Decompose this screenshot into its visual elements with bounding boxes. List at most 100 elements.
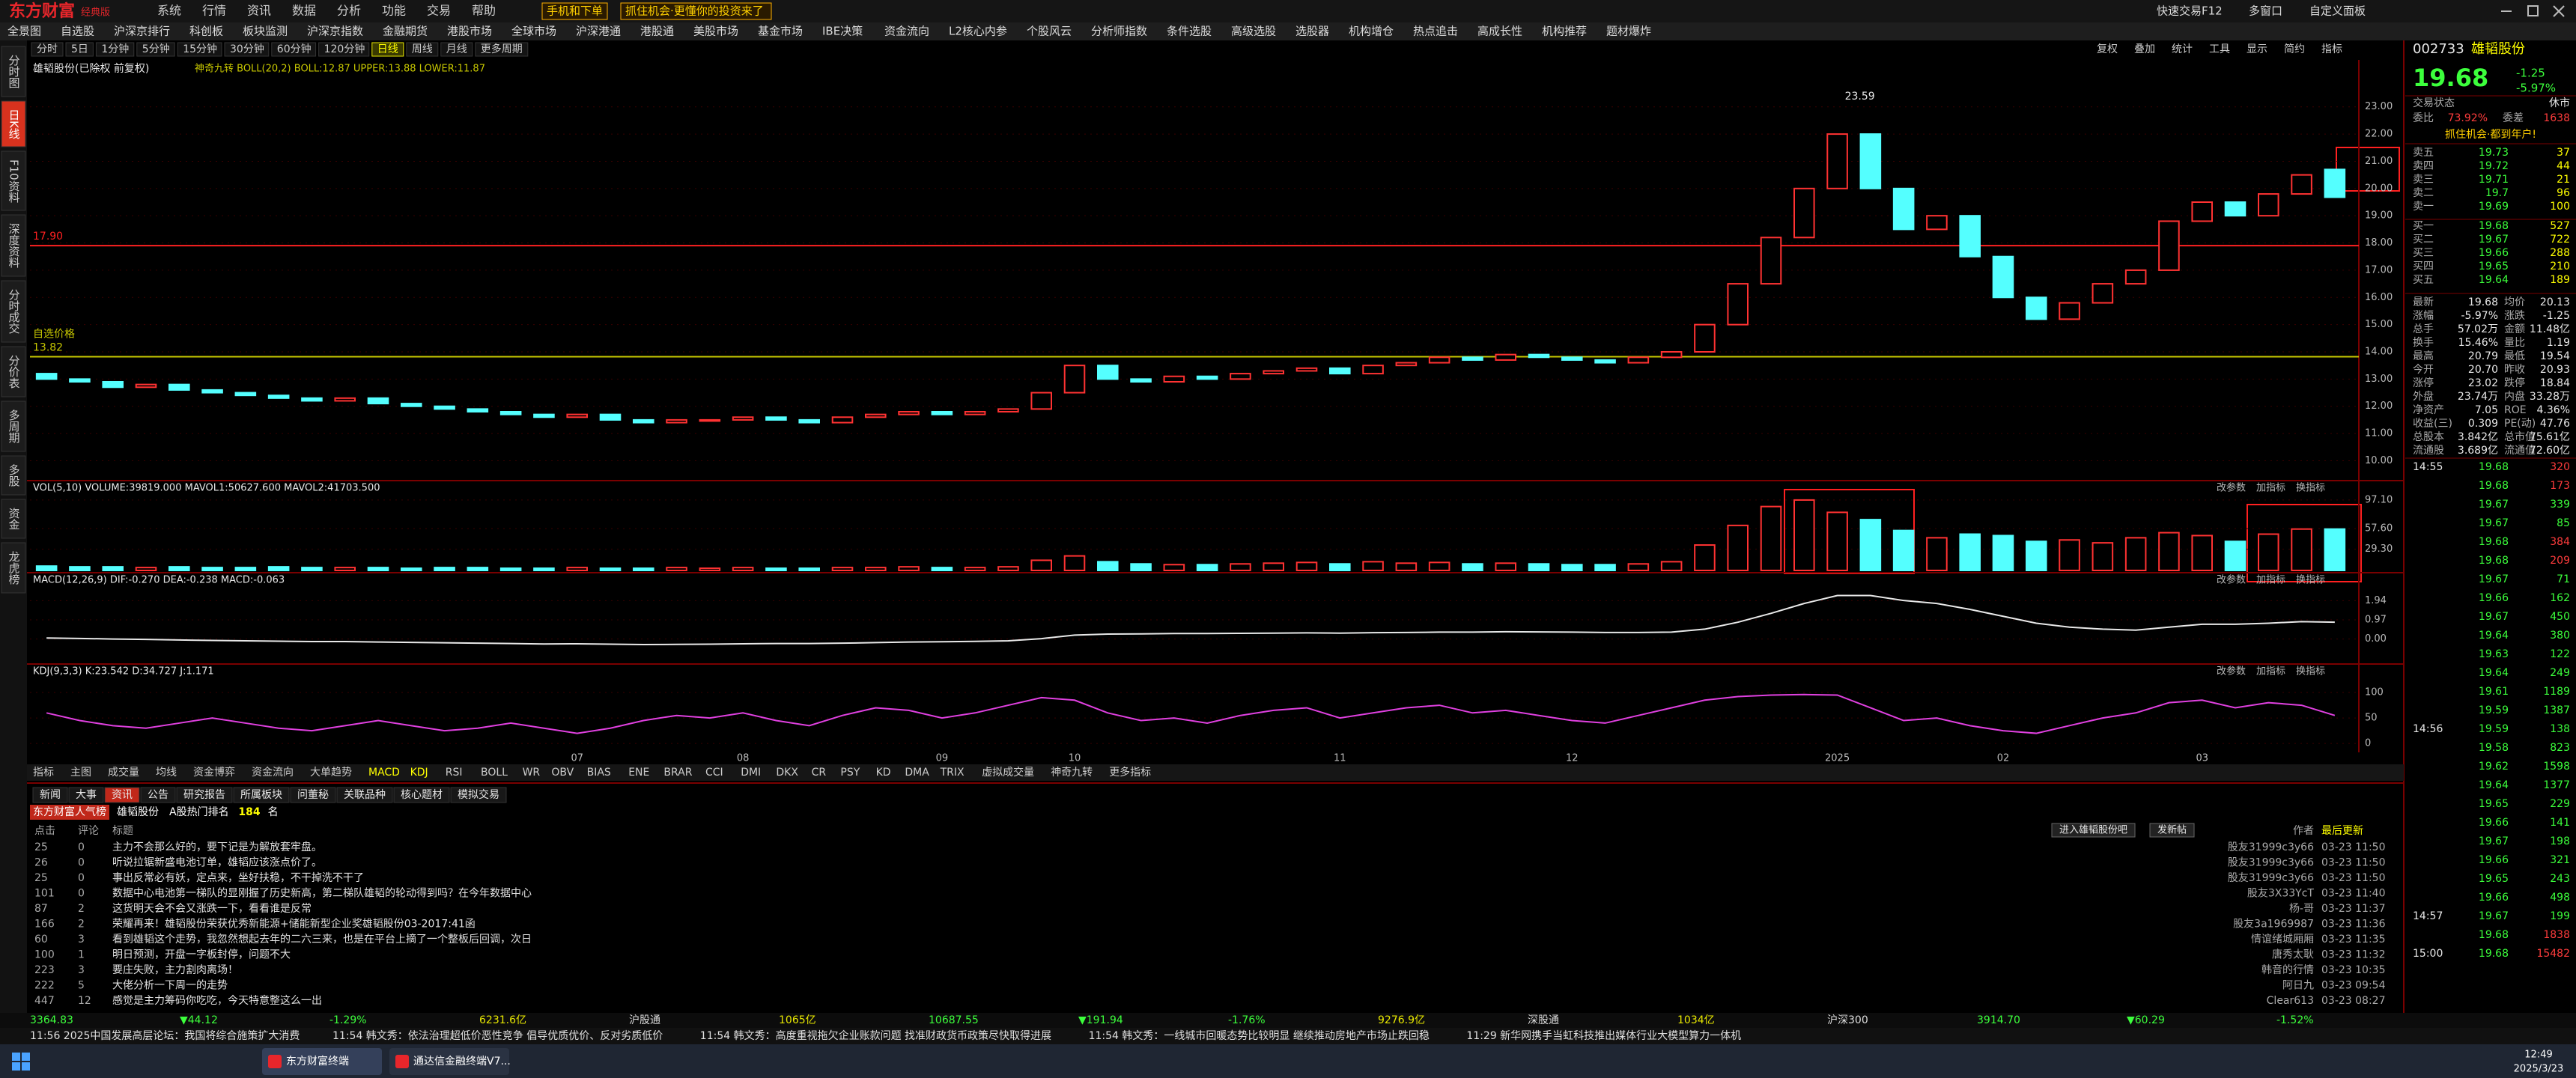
news-title[interactable]: 事出反常必有妖，定点来，坐好扶稳，不干掉洗不干了 [112,872,364,884]
menu-item[interactable]: 帮助 [472,4,496,18]
news-title[interactable]: 要庄失败，主力割肉离场！ [112,963,238,976]
period-label[interactable]: 120分钟 [324,43,365,55]
indicator-tab[interactable]: 虚拟成交量 [982,766,1034,779]
tool-button[interactable]: 显示 [2247,43,2267,55]
period-label[interactable]: 分时 [37,43,58,55]
nav-item[interactable]: 沪深京指数 [307,25,363,38]
sidebar-tab[interactable] [1,346,26,398]
sidebar-tab[interactable] [1,401,26,452]
panel-tool[interactable]: 加指标 [2256,666,2285,677]
nav-item[interactable]: 资金流向 [884,25,929,38]
nav-item[interactable]: L2核心内参 [949,25,1007,38]
news-tab-label[interactable]: 关联品种 [344,789,386,801]
menu-item[interactable]: 数据 [292,4,316,18]
indicator-tab[interactable]: BRAR [663,767,692,779]
sidebar-label[interactable]: 分价表 [7,355,21,389]
promo[interactable]: 抓住机会·更懂你的投资来了 [625,4,764,18]
tool-button[interactable]: 简约 [2284,43,2305,55]
taskbar-app[interactable] [262,1048,382,1075]
sidebar-label[interactable]: 日K线 [7,109,21,139]
top-button[interactable]: 自定义面板 [2309,4,2366,18]
menu-item[interactable]: 功能 [382,4,406,18]
indicator-tab[interactable]: TRIX [940,767,965,779]
indicator-tab[interactable]: DKX [776,767,798,779]
news-tab[interactable] [233,787,290,803]
nav-item[interactable]: 高成长性 [1477,25,1522,38]
indicator-tab[interactable]: BOLL [481,767,508,779]
menu-item[interactable]: 分析 [337,4,361,18]
sidebar-tab[interactable] [1,280,26,343]
period-button[interactable] [31,42,64,57]
news-title[interactable]: 主力不会那么好的，要下记是为解放套牢盘。 [112,841,322,853]
sidebar-label[interactable]: 分时图 [7,55,21,88]
period-button[interactable] [440,42,473,57]
tool-button[interactable]: 叠加 [2134,43,2155,55]
sidebar-tab[interactable] [1,455,26,496]
period-button[interactable] [406,42,439,57]
period-button[interactable] [475,42,529,57]
sidebar-label[interactable]: 分时成交 [7,289,21,334]
news-button[interactable] [2051,823,2136,838]
panel-tool[interactable]: 改参数 [2217,482,2246,494]
period-button[interactable] [318,42,370,57]
nav-item[interactable]: 条件选股 [1167,25,1212,38]
ticker-item[interactable]: 11:56 2025中国发展高层论坛：我国将综合施策扩大消费 [30,1029,300,1042]
indicator-tab[interactable]: 成交量 [108,766,139,779]
ticker-item[interactable]: 11:29 新华网携手当虹科技推出媒体行业大模型算力一体机 [1466,1030,1741,1042]
news-title[interactable]: 荣耀再来！雄韬股份荣获优秀新能源+储能新型企业奖雄韬股份03-2017:41函 [112,918,476,931]
banner[interactable]: 抓住机会·都到年户! [2445,128,2536,141]
period-label[interactable]: 周线 [412,43,433,55]
news-button-label[interactable]: 进入雄韬股份吧 [2059,825,2127,836]
taskbar-app[interactable] [389,1048,509,1075]
sidebar-label[interactable]: F10资料 [7,159,21,203]
nav-item[interactable]: 港股通 [640,25,674,38]
news-tab[interactable] [32,787,68,803]
indicator-tab[interactable]: CCI [705,767,723,779]
tool-button[interactable]: 指标 [2321,43,2342,55]
panel-tool[interactable]: 换指标 [2296,483,2325,494]
menu-item[interactable]: 交易 [427,4,451,18]
news-tab-label[interactable]: 大事 [76,789,97,801]
indicator-tab[interactable]: KD [876,767,891,779]
news-title[interactable]: 数据中心电池第一梯队的显刚握了历史新高，第二梯队雄韬的轮动得到吗？在今年数据中心 [112,887,532,900]
news-button-label[interactable]: 发新帖 [2157,824,2187,836]
nav-item[interactable]: 美股市场 [693,25,738,38]
window-controls[interactable] [2501,5,2565,17]
indicator-tab[interactable]: KDJ [410,767,428,779]
nav-item[interactable]: 沪深京排行 [114,25,170,38]
nav-item[interactable]: 板块监测 [243,25,288,38]
period-label[interactable]: 1分钟 [101,43,129,55]
sidebar-tab[interactable] [1,542,26,594]
period-label[interactable]: 5分钟 [142,43,170,55]
nav-item[interactable]: 科创板 [189,25,223,38]
news-tab-label[interactable]: 所属板块 [240,789,282,801]
panel-tool[interactable]: 改参数 [2217,666,2246,677]
news-title[interactable]: 明日预测，开盘一字板封停，问题不大 [112,948,291,961]
indicator-tab[interactable]: DMI [741,767,761,779]
nav-item[interactable]: 港股市场 [447,25,492,38]
period-button[interactable] [136,42,175,57]
news-tab-label[interactable]: 核心题材 [401,789,443,801]
news-tab[interactable] [290,787,336,803]
period-label[interactable]: 15分钟 [183,43,217,55]
indicator-tab[interactable]: PSY [840,767,860,779]
ticker-item[interactable]: 11:54 韩文秀：一线城市回暖态势比较明显 继续推动房地产市场止跌回稳 [1089,1029,1430,1042]
nav-item[interactable]: 选股器 [1295,25,1329,38]
promo[interactable]: 手机和下单 [547,4,603,18]
news-title[interactable]: 看到雄韬这个走势，我忽然想起去年的二六三来，也是在平台上摘了一个整板后回调，次日 [112,933,532,945]
panel-tool[interactable]: 换指标 [2296,666,2325,677]
indicator-tab[interactable]: 大单趋势 [310,767,352,779]
indicator-tab[interactable]: 资金博弈 [193,766,235,779]
period-label[interactable]: 30分钟 [230,43,264,55]
sidebar-label[interactable]: 多周期 [7,409,21,444]
news-tab[interactable] [450,787,507,803]
tool-button[interactable]: 工具 [2209,43,2230,55]
news-tab-label[interactable]: 研究报告 [183,789,225,801]
sidebar-tab[interactable] [1,46,26,97]
indicator-tab[interactable]: DMA [905,767,929,779]
indicator-tab[interactable]: ENE [628,767,649,779]
indicator-tab[interactable]: 更多指标 [1109,766,1151,779]
indicator-tab[interactable]: WR [523,767,541,779]
sidebar-label[interactable]: 多股 [7,464,21,487]
ticker-item[interactable]: 11:54 韩文秀：依法治理超低价恶性竞争 倡导优质优价、反对劣质低价 [332,1029,663,1042]
